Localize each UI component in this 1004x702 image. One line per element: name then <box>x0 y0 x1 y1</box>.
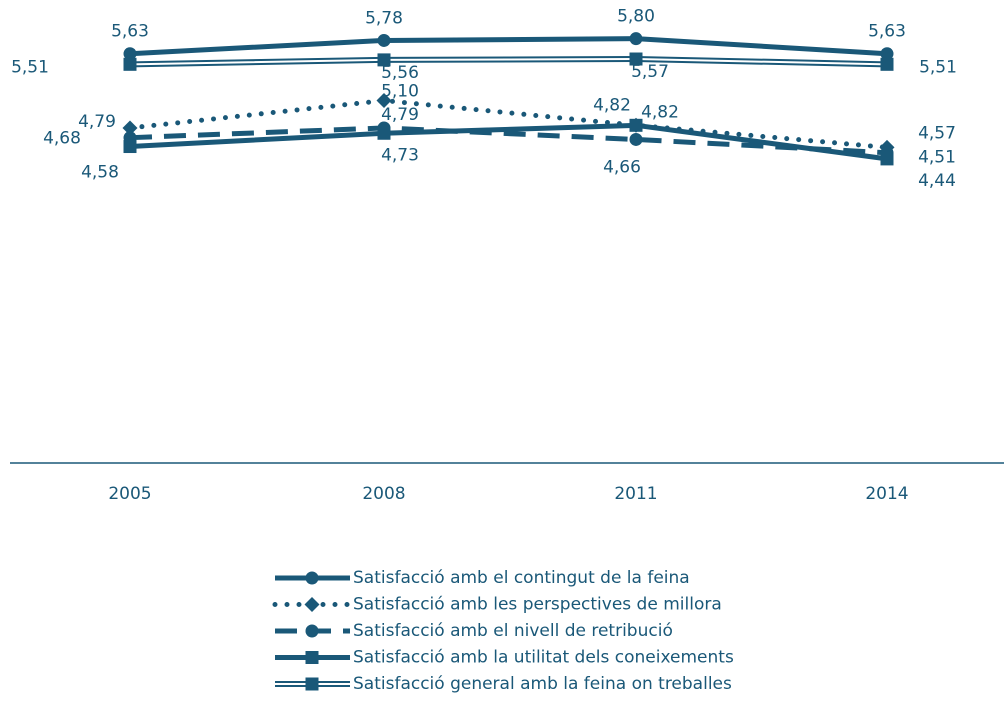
data-label: 5,63 <box>868 22 906 42</box>
data-label: 4,79 <box>381 105 419 125</box>
data-label: 5,56 <box>381 63 419 83</box>
data-label: 5,10 <box>381 82 419 102</box>
marker <box>305 677 319 691</box>
marker <box>123 57 137 71</box>
marker <box>880 152 894 166</box>
series-line <box>129 36 888 57</box>
legend-label: Satisfacció amb el contingut de la feina <box>353 568 690 588</box>
data-label: 4,82 <box>641 102 679 122</box>
data-label: 4,51 <box>918 148 956 168</box>
marker <box>123 47 137 61</box>
x-tick-label: 2005 <box>108 484 151 504</box>
x-tick-label: 2011 <box>614 484 657 504</box>
data-label: 4,66 <box>603 157 641 177</box>
marker <box>629 132 643 146</box>
data-label: 4,58 <box>81 163 119 183</box>
data-label: 4,73 <box>381 145 419 165</box>
legend-label: Satisfacció amb el nivell de retribució <box>353 621 673 641</box>
legend-label: Satisfacció general amb la feina on treb… <box>353 674 732 694</box>
marker <box>377 126 391 140</box>
data-label: 4,57 <box>918 123 956 143</box>
legend-label: Satisfacció amb la utilitat dels coneixe… <box>353 648 734 668</box>
legend-label: Satisfacció amb les perspectives de mill… <box>353 595 722 615</box>
data-label: 5,78 <box>365 8 403 28</box>
data-label: 5,51 <box>11 57 49 77</box>
marker <box>376 93 392 109</box>
marker <box>880 47 894 61</box>
marker <box>122 120 138 136</box>
marker <box>305 624 319 638</box>
marker <box>305 571 319 585</box>
marker <box>304 597 320 612</box>
series-line <box>127 98 890 150</box>
data-label: 4,68 <box>43 129 81 149</box>
series-line-inner <box>129 58 888 66</box>
data-label: 5,57 <box>631 62 669 82</box>
data-label: 5,63 <box>111 22 149 42</box>
marker <box>305 651 319 664</box>
marker <box>629 52 643 66</box>
marker <box>880 57 894 71</box>
marker <box>629 32 643 46</box>
marker <box>123 140 137 154</box>
series-line <box>129 122 888 162</box>
data-label: 4,44 <box>918 171 956 191</box>
marker <box>377 53 391 67</box>
x-tick-label: 2008 <box>362 484 405 504</box>
data-label: 4,79 <box>78 112 116 132</box>
marker <box>629 118 643 132</box>
data-label: 5,51 <box>919 57 957 77</box>
data-label: 4,82 <box>593 95 631 115</box>
series-line <box>129 125 888 156</box>
x-tick-label: 2014 <box>865 484 908 504</box>
marker <box>377 33 391 47</box>
data-label: 5,80 <box>617 7 655 27</box>
